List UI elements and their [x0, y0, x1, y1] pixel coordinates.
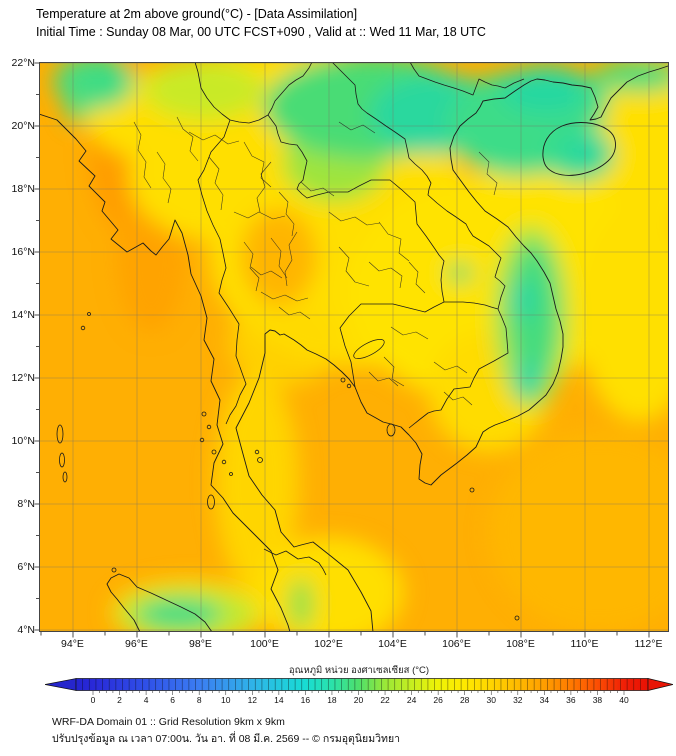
lon-axis: 94°E 96°E 98°E 100°E 102°E 104°E 106°E 108°E 110…: [34, 638, 674, 652]
axis-tick-marks: [34, 62, 649, 638]
colorbar-tick-label: 14: [274, 695, 284, 705]
lat-tick-label: 12°N: [11, 371, 35, 384]
lat-tick-label: 10°N: [11, 434, 35, 447]
colorbar-tick-label: 20: [353, 695, 364, 705]
colorbar-right-arrow: [647, 678, 673, 691]
lat-tick-label: 14°N: [11, 308, 35, 321]
lat-tick-label: 8°N: [17, 497, 35, 510]
colorbar-tick-label: 10: [221, 695, 231, 705]
colorbar-tick-label: 24: [406, 695, 417, 705]
hainan-island: [542, 122, 616, 176]
colorbar-tick-label: 26: [433, 695, 443, 705]
colorbar-tick-label: 18: [327, 695, 337, 705]
sumatra-island: [106, 573, 212, 632]
coastlines: [38, 65, 668, 632]
colorbar: [45, 678, 673, 695]
colorbar-tick-label: 0: [90, 695, 96, 705]
lat-tick-label: 6°N: [17, 560, 35, 573]
colorbar-tick-label: 16: [300, 695, 311, 705]
colorbar-tick-label: 6: [170, 695, 175, 705]
lon-tick-label: 102°E: [314, 637, 343, 650]
country-borders: [194, 62, 524, 576]
lat-tick-label: 22°N: [11, 56, 35, 69]
colorbar-cell-separators: [82, 678, 641, 691]
lon-tick-label: 94°E: [61, 637, 84, 650]
colorbar-left-arrow: [45, 678, 77, 691]
small-islands: [56, 312, 519, 621]
colorbar-tick-label: 28: [459, 695, 470, 705]
map-frame: [38, 62, 669, 632]
colorbar-tick-label: 8: [196, 695, 202, 705]
colorbar-tick-label: 38: [592, 695, 603, 705]
colorbar-scale: 0 2 4 6 8 10 12 14 16 18 20 22 24 26 28 30 32 34 36 38 40: [45, 695, 673, 706]
lat-tick-label: 4°N: [17, 623, 35, 636]
colorbar-tick-label: 34: [539, 695, 550, 705]
colorbar-tick-label: 4: [143, 695, 149, 705]
lat-tick-label: 16°N: [11, 245, 35, 258]
lon-tick-label: 98°E: [189, 637, 212, 650]
colorbar-tick-marks: [92, 691, 625, 695]
colorbar-tick-label: 2: [117, 695, 122, 705]
colorbar-tick-label: 36: [566, 695, 576, 705]
colorbar-body: [75, 678, 649, 691]
lon-tick-label: 104°E: [378, 637, 407, 650]
colorbar-tick-label: 22: [380, 695, 390, 705]
footer-domain-info: WRF-DA Domain 01 :: Grid Resolution 9km …: [52, 716, 285, 728]
province-borders: [133, 116, 497, 406]
lat-axis: 22°N 20°N 18°N 16°N 14°N 12°N 10°N 8°N 6°N 4°N: [6, 57, 35, 638]
colorbar-tick-label: 32: [513, 695, 523, 705]
colorbar-tick-label: 12: [247, 695, 258, 705]
footer-update-credit: ปรับปรุงข้อมูล ณ เวลา 07:00น. วัน อา. ที…: [52, 733, 400, 745]
page-title: Temperature at 2m above ground(°C) - [Da…: [36, 7, 358, 21]
graticule-grid: [38, 62, 669, 632]
lon-tick-label: 96°E: [125, 637, 148, 650]
colorbar-tick-label: 30: [486, 695, 496, 705]
lon-tick-label: 100°E: [250, 637, 279, 650]
tonle-sap-lake: [352, 339, 385, 359]
temperature-field: [38, 62, 669, 632]
lon-tick-label: 106°E: [442, 637, 471, 650]
colorbar-label: อุณหภูมิ หน่วย องศาเซลเซียส (°C): [288, 665, 430, 676]
colorbar-tick-label: 40: [619, 695, 629, 705]
lon-tick-label: 108°E: [506, 637, 535, 650]
lat-tick-label: 20°N: [11, 119, 35, 132]
lat-tick-label: 18°N: [11, 182, 35, 195]
page-subtitle: Initial Time : Sunday 08 Mar, 00 UTC FCS…: [36, 25, 486, 39]
map-svg: [34, 62, 669, 638]
lon-tick-label: 112°E: [634, 637, 663, 650]
lon-tick-label: 110°E: [570, 637, 599, 650]
